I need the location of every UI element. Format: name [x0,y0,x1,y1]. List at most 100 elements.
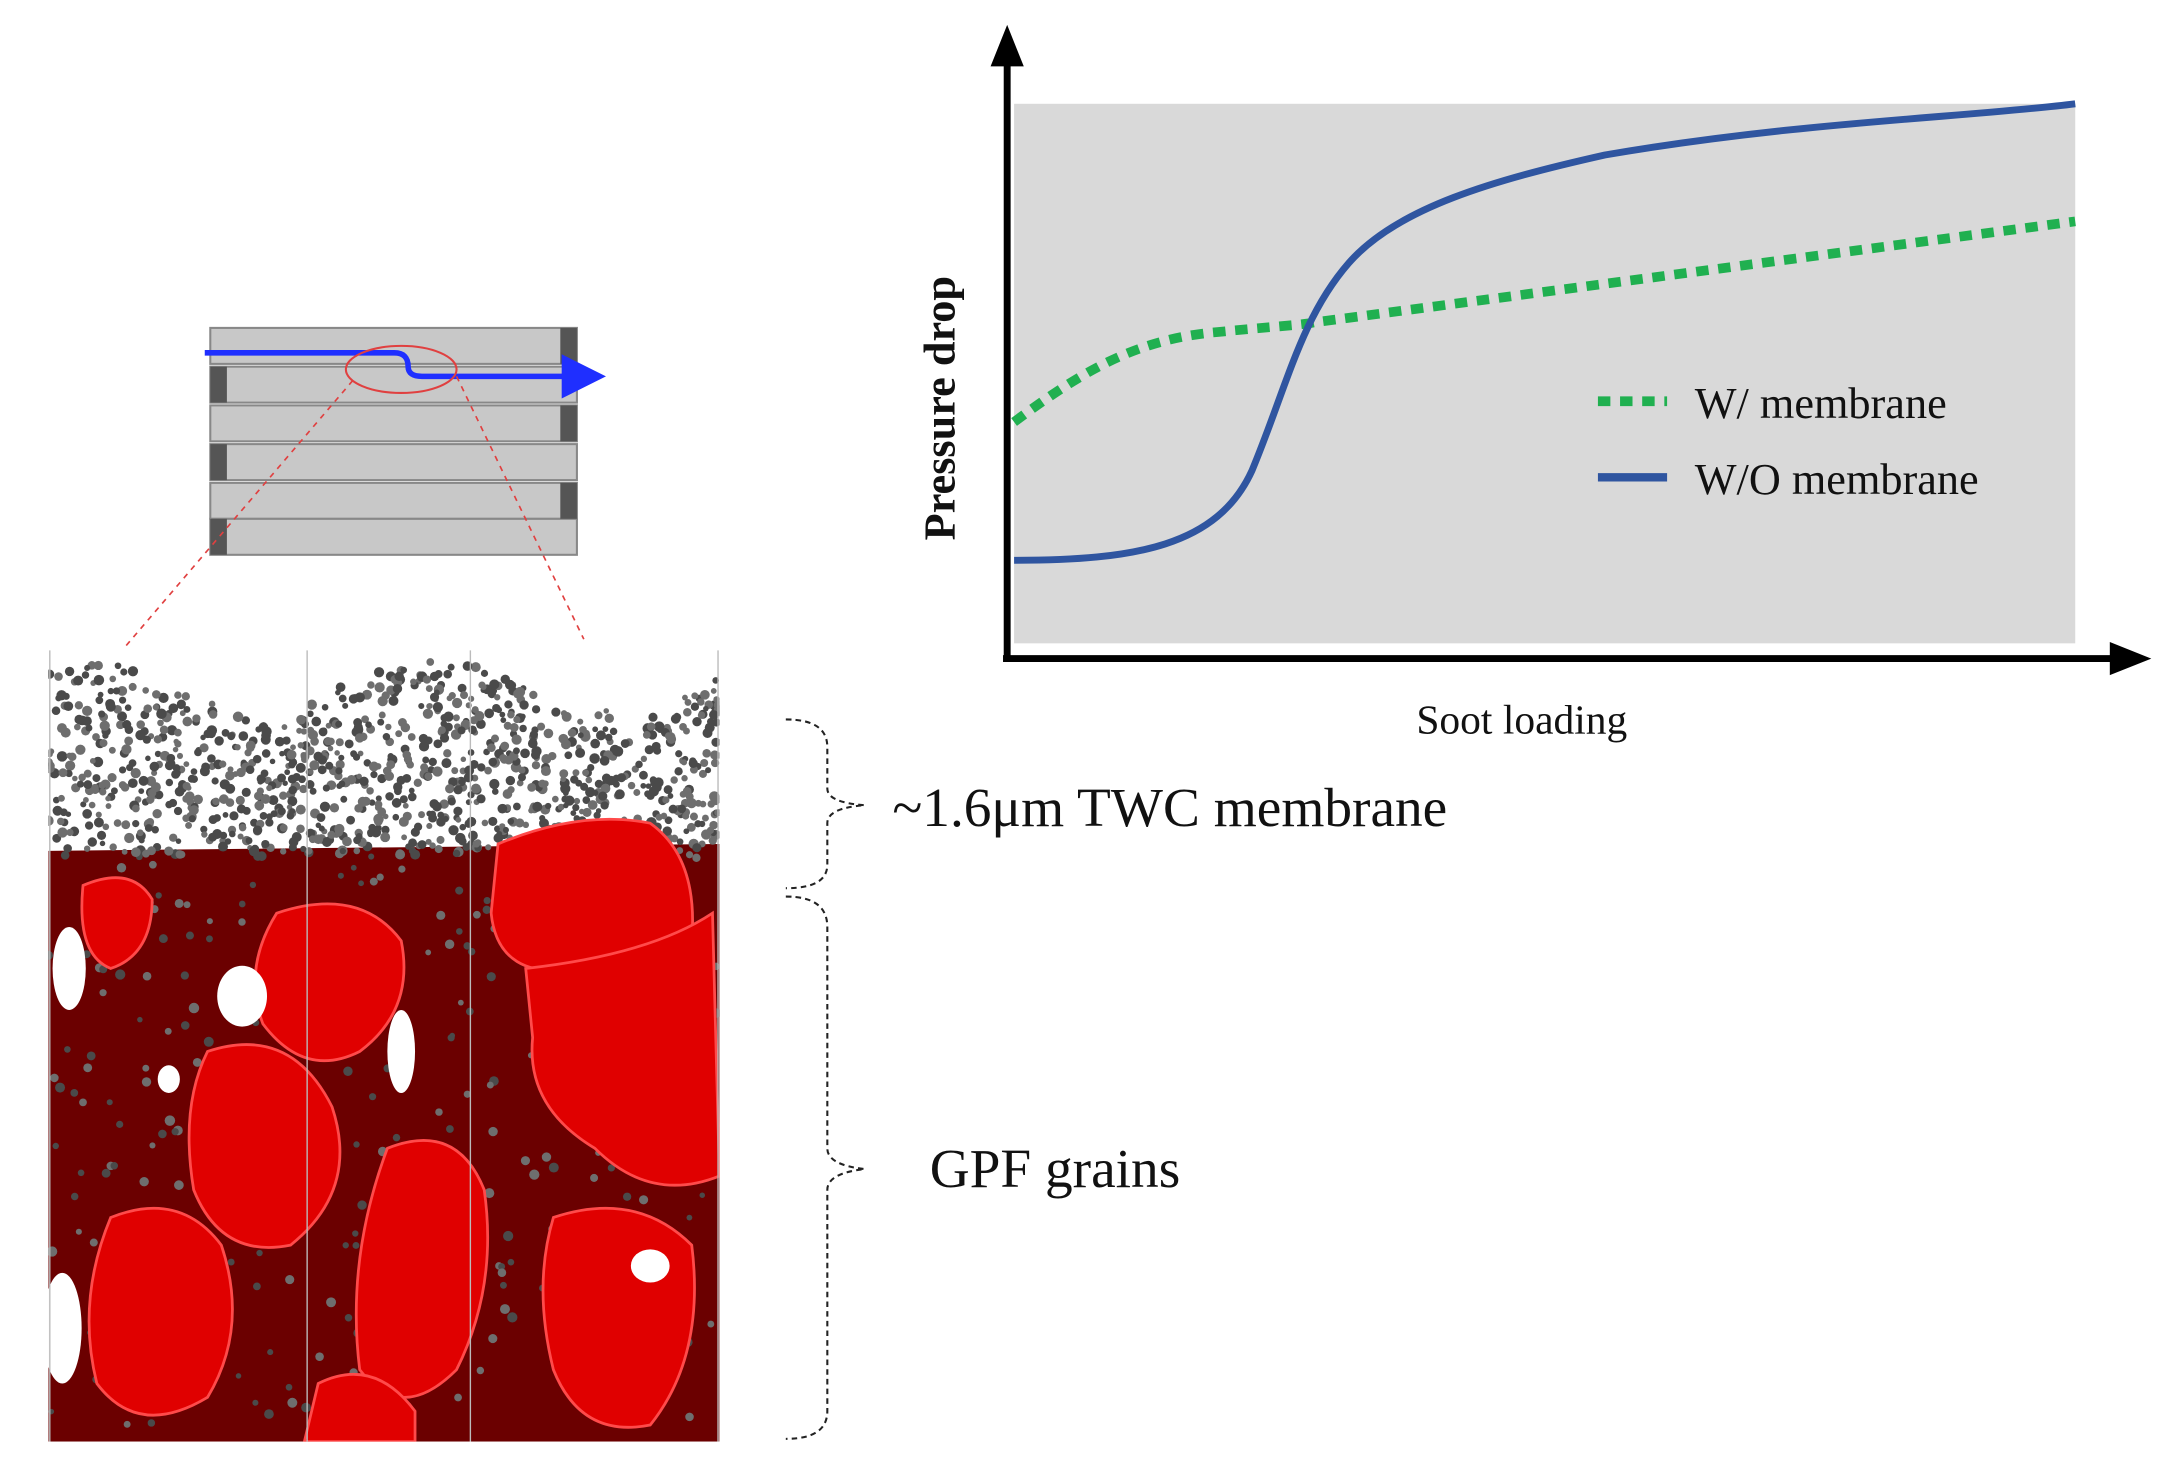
particle [357,1200,367,1210]
particle [74,701,84,710]
particle [476,719,486,729]
particle [256,1249,263,1257]
particle [377,718,385,726]
particle [509,723,519,732]
particle [463,1090,471,1098]
particle [290,744,296,751]
particle [99,739,108,748]
particle [438,726,446,734]
particle [572,803,580,812]
particle [575,779,583,787]
particle [424,772,433,781]
particle [422,756,430,764]
particle [684,698,692,706]
particle [342,836,352,847]
braces [785,718,865,1440]
particle [488,1126,498,1137]
particle [65,760,76,771]
particle [682,694,688,701]
particle [227,732,236,741]
particle [429,842,436,849]
particle [529,690,538,700]
particle [238,900,246,908]
particle [56,723,67,734]
particle [109,843,117,851]
particle [655,813,663,821]
particle [253,851,263,861]
particle [176,752,184,760]
particle [457,999,464,1006]
particle [138,837,145,844]
particle [710,688,717,694]
particle [54,672,63,681]
particle [93,660,103,671]
particle [260,734,271,745]
particle [519,713,526,720]
particle [471,706,479,714]
particle [436,817,446,827]
particle [101,1168,111,1178]
particle [688,758,698,768]
particle [174,1180,184,1190]
particle [183,761,190,768]
particle [529,730,539,739]
particle [180,1021,190,1030]
particle [700,759,709,768]
particle [572,769,580,777]
particle [232,771,239,777]
particle [541,1152,552,1162]
particle [455,928,463,935]
particle [142,1064,150,1072]
particle [594,711,603,720]
particle [227,1258,235,1266]
particle [137,1016,143,1023]
particle [685,792,694,801]
particle [470,783,481,794]
particle [279,791,288,800]
particle [677,804,687,814]
particle [527,782,537,792]
particle [615,792,623,800]
particle [557,803,565,811]
particle [168,703,179,714]
particle [56,751,68,762]
particle [181,692,190,701]
particle [83,845,91,852]
particle [487,689,496,699]
particle [498,1263,506,1271]
particle [296,824,305,834]
particle [280,848,287,855]
particle [529,1169,540,1180]
particle [300,845,307,852]
particle [590,738,601,749]
particle [145,755,151,762]
particle [600,801,609,810]
particle [344,1314,353,1322]
particle [80,801,87,808]
particle [490,734,500,743]
particle [436,910,446,920]
particle [238,918,246,926]
particle [279,824,288,832]
particle [175,838,182,844]
particle [392,684,403,694]
particle [367,681,375,689]
particle [327,745,334,752]
particle [51,706,61,716]
particle [713,696,720,703]
particle [497,803,508,814]
particle [261,749,271,758]
particle [538,779,547,788]
particle [353,1141,360,1148]
particle [64,666,75,677]
particle [489,778,500,790]
particle [457,683,467,693]
particle [151,825,159,834]
particle [363,759,372,767]
particle [151,769,158,777]
particle [552,795,559,803]
particle [156,708,167,720]
particle [425,949,432,956]
particle [155,892,162,899]
particle [449,797,456,804]
